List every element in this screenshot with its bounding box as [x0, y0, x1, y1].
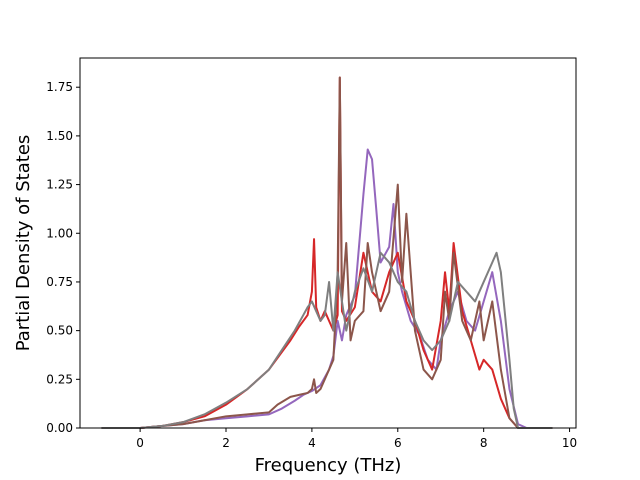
plot-frame	[79, 57, 577, 429]
x-tick-label: 8	[480, 436, 488, 450]
x-tick-label: 4	[308, 436, 316, 450]
series-line-3	[101, 76, 553, 429]
y-tick-label: 0.00	[46, 421, 73, 435]
series-line-4	[101, 251, 553, 429]
y-tick-label: 1.25	[46, 178, 73, 192]
series-layer	[101, 76, 553, 429]
y-axis-label: Partial Density of States	[13, 135, 34, 352]
x-tick-label: 6	[394, 436, 402, 450]
y-tick-label: 1.50	[46, 129, 73, 143]
y-tick-label: 0.75	[46, 275, 73, 289]
x-tick-label: 2	[222, 436, 230, 450]
x-tick-label: 0	[136, 436, 144, 450]
y-tick-label: 1.75	[46, 80, 73, 94]
y-tick-label: 1.00	[46, 226, 73, 240]
x-tick-label: 10	[562, 436, 577, 450]
y-tick-label: 0.50	[46, 324, 73, 338]
y-axis-ticks: 0.00 0.25 0.50 0.75 1.00 1.25 1.50 1.75	[46, 80, 80, 435]
x-axis-ticks: 0 2 4 6 8 10	[136, 428, 577, 450]
x-axis-label: Frequency (THz)	[255, 455, 402, 476]
y-tick-label: 0.25	[46, 372, 73, 386]
